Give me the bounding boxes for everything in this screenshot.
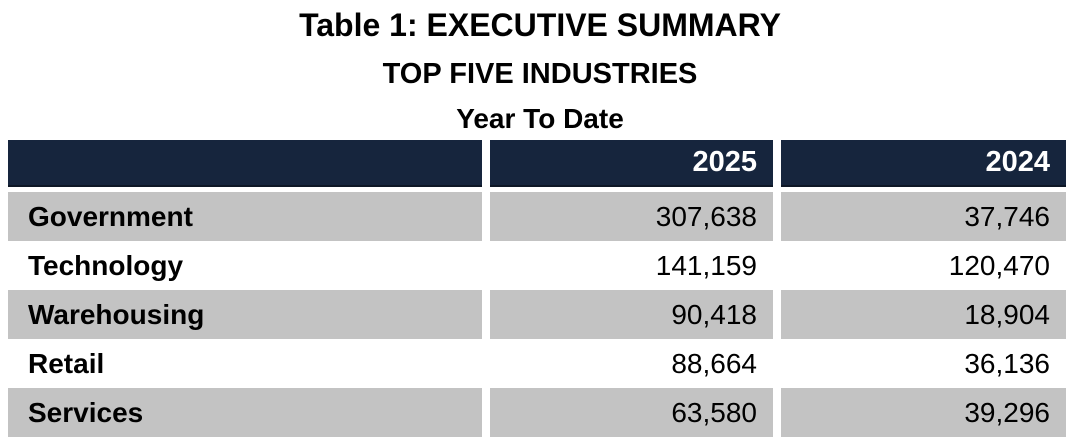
- value-2025: 63,580: [490, 388, 773, 437]
- value-2024: 36,136: [781, 339, 1066, 388]
- value-2024: 39,296: [781, 388, 1066, 437]
- header-cell-2024: 2024: [781, 140, 1066, 187]
- page-period-label: Year To Date: [456, 103, 624, 134]
- page-title: Table 1: EXECUTIVE SUMMARY: [299, 7, 781, 43]
- row-label: Warehousing: [8, 290, 482, 339]
- row-label: Retail: [8, 339, 482, 388]
- page-subtitle: TOP FIVE INDUSTRIES: [382, 58, 698, 90]
- row-label: Technology: [8, 241, 482, 290]
- value-2024: 120,470: [781, 241, 1066, 290]
- table-row: Retail 88,664 36,136: [8, 339, 1066, 388]
- title-block: Table 1: EXECUTIVE SUMMARY TOP FIVE INDU…: [0, 6, 1080, 136]
- value-2025: 88,664: [490, 339, 773, 388]
- row-label: Government: [8, 192, 482, 241]
- value-2025: 141,159: [490, 241, 773, 290]
- value-2025: 307,638: [490, 192, 773, 241]
- header-cell-2025: 2025: [490, 140, 773, 187]
- table-header-row: 2025 2024: [8, 140, 1066, 187]
- header-cell-industry: [8, 140, 482, 187]
- value-2025: 90,418: [490, 290, 773, 339]
- table-row: Warehousing 90,418 18,904: [8, 290, 1066, 339]
- value-2024: 18,904: [781, 290, 1066, 339]
- value-2024: 37,746: [781, 192, 1066, 241]
- row-label: Services: [8, 388, 482, 437]
- executive-summary-table: 2025 2024 Government 307,638 37,746 Tech…: [8, 140, 1066, 437]
- table-row: Government 307,638 37,746: [8, 192, 1066, 241]
- table-row: Services 63,580 39,296: [8, 388, 1066, 437]
- table-row: Technology 141,159 120,470: [8, 241, 1066, 290]
